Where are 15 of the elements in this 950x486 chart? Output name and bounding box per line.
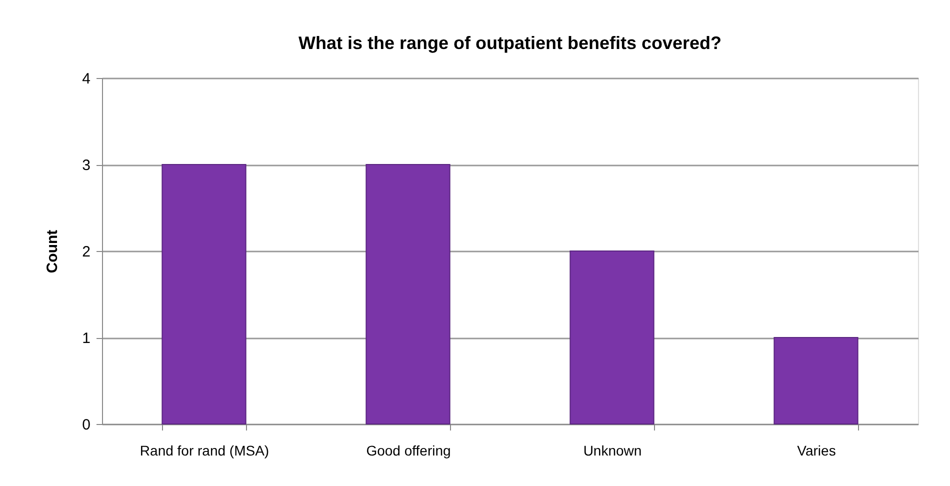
x-tick-label: Rand for rand (MSA) xyxy=(140,442,270,458)
y-tick-label: 1 xyxy=(82,330,90,347)
x-tick-label: Unknown xyxy=(583,442,642,458)
y-axis-title: Count xyxy=(44,230,62,274)
y-tick-label: 0 xyxy=(82,416,90,434)
x-tick-label: Varies xyxy=(797,442,836,458)
bar xyxy=(366,164,450,424)
x-tick-label: Good offering xyxy=(366,442,451,458)
y-tick-label: 3 xyxy=(82,157,90,174)
y-tick-label: 2 xyxy=(82,244,90,260)
y-tick-label: 4 xyxy=(82,70,90,88)
bar xyxy=(162,164,246,424)
chart-title: What is the range of outpatient benefits covered? xyxy=(298,33,722,53)
bar xyxy=(570,250,654,424)
bar xyxy=(774,337,858,424)
